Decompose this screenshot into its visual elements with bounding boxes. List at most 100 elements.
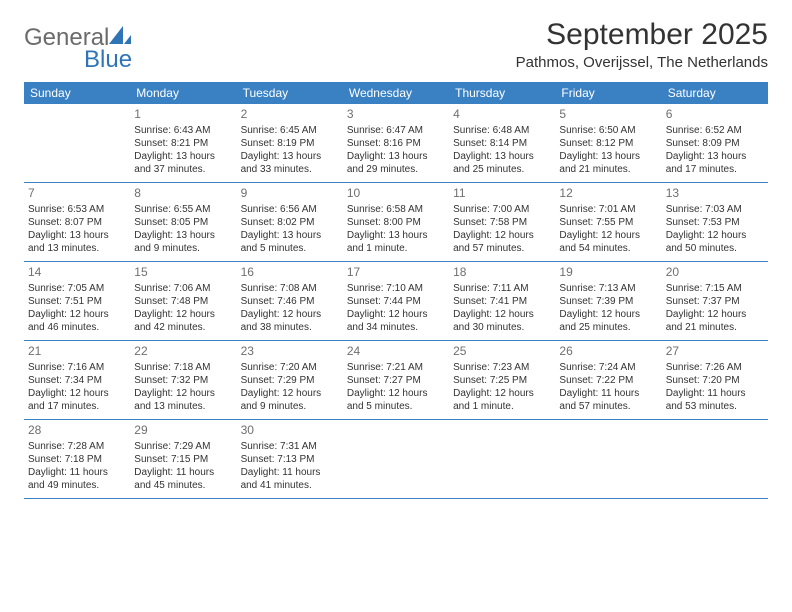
day-cell xyxy=(343,420,449,498)
day-detail-line: Sunset: 7:29 PM xyxy=(241,374,339,387)
day-detail-line: and 13 minutes. xyxy=(134,400,232,413)
day-number: 25 xyxy=(453,344,551,360)
day-detail-line: Sunrise: 7:31 AM xyxy=(241,440,339,453)
day-cell: 10Sunrise: 6:58 AMSunset: 8:00 PMDayligh… xyxy=(343,183,449,261)
day-number: 11 xyxy=(453,186,551,202)
day-cell: 21Sunrise: 7:16 AMSunset: 7:34 PMDayligh… xyxy=(24,341,130,419)
day-detail-line: Sunrise: 7:29 AM xyxy=(134,440,232,453)
day-number: 4 xyxy=(453,107,551,123)
day-detail-line: Daylight: 12 hours xyxy=(559,308,657,321)
day-cell: 22Sunrise: 7:18 AMSunset: 7:32 PMDayligh… xyxy=(130,341,236,419)
day-number: 14 xyxy=(28,265,126,281)
day-detail-line: Sunset: 7:39 PM xyxy=(559,295,657,308)
logo: GeneralBlue xyxy=(24,18,132,74)
day-detail-line: Sunrise: 6:48 AM xyxy=(453,124,551,137)
day-cell: 17Sunrise: 7:10 AMSunset: 7:44 PMDayligh… xyxy=(343,262,449,340)
day-detail-line: Sunrise: 7:16 AM xyxy=(28,361,126,374)
day-number: 17 xyxy=(347,265,445,281)
day-cell: 28Sunrise: 7:28 AMSunset: 7:18 PMDayligh… xyxy=(24,420,130,498)
day-detail-line: Daylight: 12 hours xyxy=(241,387,339,400)
day-number: 8 xyxy=(134,186,232,202)
month-title: September 2025 xyxy=(516,18,768,52)
day-number: 27 xyxy=(666,344,764,360)
day-cell: 12Sunrise: 7:01 AMSunset: 7:55 PMDayligh… xyxy=(555,183,661,261)
day-detail-line: Daylight: 12 hours xyxy=(28,308,126,321)
day-detail-line: Sunrise: 6:47 AM xyxy=(347,124,445,137)
day-number: 30 xyxy=(241,423,339,439)
day-detail-line: and 1 minute. xyxy=(453,400,551,413)
day-detail-line: Sunrise: 7:00 AM xyxy=(453,203,551,216)
day-detail-line: Sunrise: 7:05 AM xyxy=(28,282,126,295)
day-cell: 24Sunrise: 7:21 AMSunset: 7:27 PMDayligh… xyxy=(343,341,449,419)
day-number: 21 xyxy=(28,344,126,360)
day-detail-line: Daylight: 11 hours xyxy=(134,466,232,479)
day-number: 16 xyxy=(241,265,339,281)
day-detail-line: Daylight: 11 hours xyxy=(666,387,764,400)
day-detail-line: Daylight: 12 hours xyxy=(453,229,551,242)
day-detail-line: and 42 minutes. xyxy=(134,321,232,334)
day-detail-line: Daylight: 11 hours xyxy=(28,466,126,479)
day-detail-line: Sunset: 7:13 PM xyxy=(241,453,339,466)
day-number: 19 xyxy=(559,265,657,281)
day-detail-line: Daylight: 13 hours xyxy=(241,229,339,242)
day-detail-line: and 37 minutes. xyxy=(134,163,232,176)
day-number: 23 xyxy=(241,344,339,360)
day-cell: 7Sunrise: 6:53 AMSunset: 8:07 PMDaylight… xyxy=(24,183,130,261)
day-detail-line: and 25 minutes. xyxy=(453,163,551,176)
day-detail-line: Daylight: 12 hours xyxy=(241,308,339,321)
day-detail-line: Sunset: 8:02 PM xyxy=(241,216,339,229)
day-detail-line: Sunset: 7:15 PM xyxy=(134,453,232,466)
day-detail-line: Sunset: 7:18 PM xyxy=(28,453,126,466)
day-cell: 15Sunrise: 7:06 AMSunset: 7:48 PMDayligh… xyxy=(130,262,236,340)
day-detail-line: Sunset: 7:55 PM xyxy=(559,216,657,229)
day-detail-line: Sunset: 7:22 PM xyxy=(559,374,657,387)
day-cell: 14Sunrise: 7:05 AMSunset: 7:51 PMDayligh… xyxy=(24,262,130,340)
weekday-header: Monday xyxy=(130,82,236,104)
day-detail-line: and 21 minutes. xyxy=(666,321,764,334)
weekday-header: Thursday xyxy=(449,82,555,104)
day-detail-line: Daylight: 11 hours xyxy=(559,387,657,400)
day-detail-line: Sunrise: 7:18 AM xyxy=(134,361,232,374)
day-cell: 9Sunrise: 6:56 AMSunset: 8:02 PMDaylight… xyxy=(237,183,343,261)
day-detail-line: Sunset: 8:21 PM xyxy=(134,137,232,150)
day-detail-line: Sunset: 7:58 PM xyxy=(453,216,551,229)
day-detail-line: and 17 minutes. xyxy=(666,163,764,176)
day-detail-line: and 53 minutes. xyxy=(666,400,764,413)
day-detail-line: Sunset: 8:07 PM xyxy=(28,216,126,229)
day-detail-line: Sunset: 8:00 PM xyxy=(347,216,445,229)
day-detail-line: and 30 minutes. xyxy=(453,321,551,334)
day-number: 29 xyxy=(134,423,232,439)
day-number: 10 xyxy=(347,186,445,202)
day-detail-line: Sunrise: 6:45 AM xyxy=(241,124,339,137)
day-detail-line: Sunrise: 7:20 AM xyxy=(241,361,339,374)
day-detail-line: Sunset: 7:37 PM xyxy=(666,295,764,308)
day-detail-line: Sunrise: 6:53 AM xyxy=(28,203,126,216)
day-number: 5 xyxy=(559,107,657,123)
day-detail-line: and 9 minutes. xyxy=(241,400,339,413)
day-detail-line: and 29 minutes. xyxy=(347,163,445,176)
weekday-header: Wednesday xyxy=(343,82,449,104)
week-row: 7Sunrise: 6:53 AMSunset: 8:07 PM Daylight… xyxy=(24,183,768,262)
day-detail-line: and 54 minutes. xyxy=(559,242,657,255)
day-detail-line: Sunrise: 7:24 AM xyxy=(559,361,657,374)
day-detail-line: and 13 minutes. xyxy=(28,242,126,255)
day-detail-line: and 17 minutes. xyxy=(28,400,126,413)
day-detail-line: Sunrise: 7:21 AM xyxy=(347,361,445,374)
day-detail-line: Daylight: 12 hours xyxy=(347,308,445,321)
day-number: 7 xyxy=(28,186,126,202)
day-detail-line: Sunrise: 7:03 AM xyxy=(666,203,764,216)
day-cell xyxy=(555,420,661,498)
day-number: 6 xyxy=(666,107,764,123)
day-cell: 3Sunrise: 6:47 AMSunset: 8:16 PMDaylight… xyxy=(343,104,449,182)
week-row: 1Sunrise: 6:43 AMSunset: 8:21 PMDaylight… xyxy=(24,104,768,183)
day-detail-line: and 45 minutes. xyxy=(134,479,232,492)
day-cell xyxy=(662,420,768,498)
day-detail-line: Sunrise: 6:58 AM xyxy=(347,203,445,216)
day-detail-line: Daylight: 11 hours xyxy=(241,466,339,479)
day-detail-line: and 5 minutes. xyxy=(347,400,445,413)
week-row: 14Sunrise: 7:05 AMSunset: 7:51 PMDayligh… xyxy=(24,262,768,341)
calendar-page: GeneralBlue September 2025 Pathmos, Over… xyxy=(0,0,792,517)
day-detail-line: Sunset: 7:32 PM xyxy=(134,374,232,387)
day-number: 22 xyxy=(134,344,232,360)
day-detail-line: Sunset: 8:12 PM xyxy=(559,137,657,150)
